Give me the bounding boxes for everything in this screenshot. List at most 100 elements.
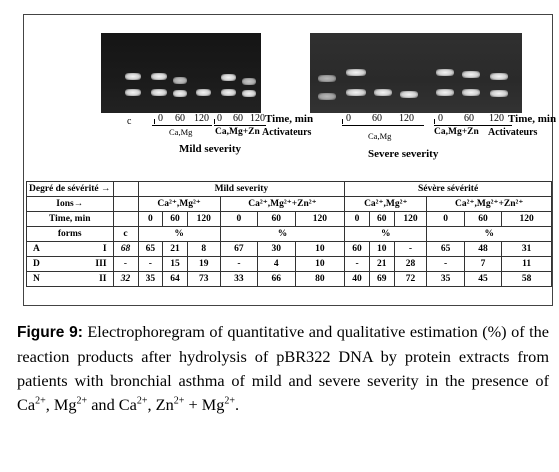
percent-label: %: [426, 226, 552, 242]
table-cell: 8: [186, 241, 221, 257]
table-cell: 73: [186, 271, 221, 287]
time-axis-severe-1: [342, 125, 424, 126]
ions-label: Ions→: [26, 196, 114, 212]
gel-band: [462, 71, 480, 78]
tick-label: 60: [464, 113, 474, 124]
lane-c-label: c: [127, 116, 132, 127]
table-cell: 35: [426, 271, 465, 287]
table-cell: 31: [501, 241, 552, 257]
axis-tick: [342, 119, 343, 124]
group-label: Ca,Mg+Zn: [434, 127, 479, 137]
time-axis-severe-2: [434, 125, 512, 126]
gel-band: [346, 89, 366, 96]
table-cell: 72: [393, 271, 428, 287]
table-cell: -: [344, 256, 370, 272]
axis-tick: [154, 119, 155, 124]
table-cell: 10: [294, 256, 346, 272]
table-cell: 65: [426, 241, 465, 257]
table-cell: 35: [137, 271, 164, 287]
table-cell: 15: [162, 256, 188, 272]
table-cell: 10: [368, 241, 395, 257]
caption-text: + Mg: [184, 395, 225, 414]
tick-label: 60: [175, 113, 185, 124]
tick-label: 0: [158, 113, 163, 124]
percent-label: %: [137, 226, 221, 242]
time-cell: 120: [501, 211, 552, 227]
table-cell: 64: [162, 271, 188, 287]
gel-band: [318, 93, 336, 100]
gel-band: [151, 89, 167, 96]
ion-group: Ca²⁺,Mg²⁺: [137, 196, 221, 212]
axis-tick: [214, 119, 215, 124]
c-value: -: [112, 256, 139, 272]
percent-label: %: [344, 226, 428, 242]
time-label: Time, min: [26, 211, 114, 227]
caption-text: and Ca: [87, 395, 137, 414]
table-cell: 4: [257, 256, 296, 272]
group-label: Ca,Mg+Zn: [215, 127, 260, 137]
tick-label: 60: [233, 113, 243, 124]
c-value: 68: [112, 241, 139, 257]
row-letter: A: [33, 243, 40, 254]
table-cell: 58: [501, 271, 552, 287]
activators-label: Activateurs: [488, 127, 538, 138]
time-axis-mild-2: [214, 125, 266, 126]
time-cell: 120: [294, 211, 346, 227]
tick-label: 0: [346, 113, 351, 124]
superscript: 2+: [224, 395, 235, 407]
gel-band: [151, 73, 167, 80]
table-cell: 11: [501, 256, 552, 272]
time-cell: 60: [257, 211, 296, 227]
table-cell: 48: [463, 241, 503, 257]
table-cell: -: [219, 256, 259, 272]
gel-band: [374, 89, 392, 96]
table-cell: 67: [219, 241, 259, 257]
c-label: c: [112, 226, 139, 242]
table-cell: 19: [186, 256, 221, 272]
gel-band: [173, 90, 187, 97]
table-row: A I 68 65 21 8 67 30 10 60 10 - 65 48 31: [26, 241, 552, 257]
severe-severity-title: Severe severity: [368, 148, 439, 160]
results-table: Degré de sévérité → Mild severity Sévère…: [26, 181, 552, 287]
time-axis-label: Time, min: [265, 113, 314, 125]
table-cell: -: [137, 256, 164, 272]
table-cell: 21: [368, 256, 395, 272]
row-form: I: [102, 243, 107, 254]
ion-group: Ca²⁺,Mg²⁺+Zn²⁺: [426, 196, 552, 212]
ion-group: Ca²⁺,Mg²⁺+Zn²⁺: [219, 196, 346, 212]
caption-text: Electrophoregram of quantitative and qua…: [17, 322, 549, 414]
gel-band: [196, 89, 211, 96]
superscript: 2+: [76, 395, 88, 407]
table-cell: 69: [368, 271, 395, 287]
table-cell: 65: [137, 241, 164, 257]
time-cell: 60: [463, 211, 503, 227]
gel-band: [125, 89, 141, 96]
blank-cell: [112, 196, 139, 212]
table-cell: 45: [463, 271, 503, 287]
mild-severity-title: Mild severity: [179, 143, 242, 155]
gel-band: [125, 73, 141, 80]
time-cell: 120: [186, 211, 221, 227]
c-value: 32: [112, 271, 139, 287]
figure-caption: Figure 9: Electrophoregram of quantitati…: [17, 320, 549, 417]
gel-band: [462, 89, 480, 96]
group-label: Ca,Mg: [368, 131, 392, 141]
time-cell: 0: [219, 211, 259, 227]
table-row: D III - - 15 19 - 4 10 - 21 28 - 7 11: [26, 256, 552, 272]
degree-label: Degré de sévérité →: [26, 181, 114, 197]
time-cell: 0: [344, 211, 370, 227]
table-cell: 40: [344, 271, 370, 287]
row-letter: N: [33, 273, 40, 284]
gel-band: [490, 73, 508, 80]
row-letter: D: [33, 258, 40, 269]
table-cell: 7: [463, 256, 503, 272]
activators-label: Activateurs: [262, 127, 312, 138]
axis-tick: [434, 119, 435, 124]
gel-band: [173, 77, 187, 84]
percent-label: %: [219, 226, 346, 242]
gel-band: [242, 78, 256, 85]
row-label-cell: D III: [26, 256, 114, 272]
time-cell: 60: [368, 211, 395, 227]
table-cell: 66: [257, 271, 296, 287]
superscript: 2+: [173, 395, 185, 407]
